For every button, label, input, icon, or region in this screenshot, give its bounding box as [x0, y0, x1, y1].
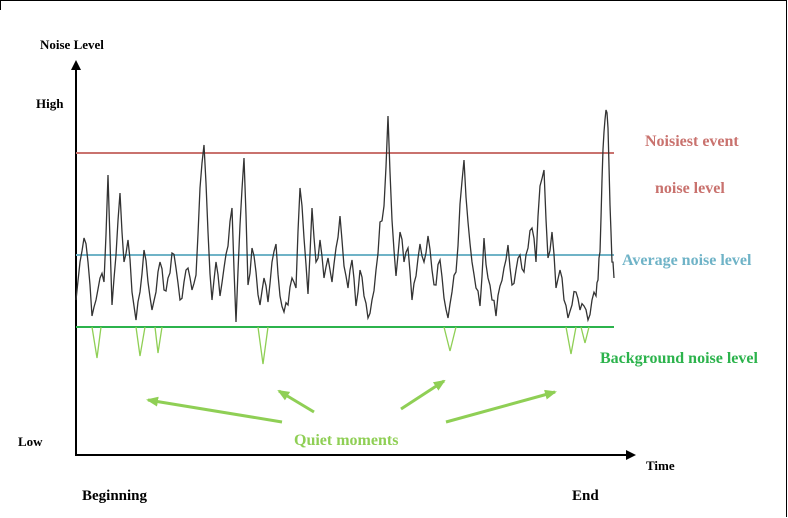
quiet-arrow	[445, 389, 557, 424]
average-noise-label: Average noise level	[622, 252, 752, 269]
noisiest-event-label-line2: noise level	[655, 180, 725, 197]
quiet-arrow	[277, 389, 315, 414]
quiet-dip	[443, 326, 457, 352]
background-noise-label: Background noise level	[600, 350, 759, 367]
y-high-label: High	[36, 96, 64, 111]
noisiest-event-label: Noisiest event	[645, 133, 739, 150]
quiet-dip	[565, 326, 577, 355]
x-start-label: Beginning	[82, 488, 148, 504]
x-end-label: End	[572, 488, 599, 504]
quiet-dip	[580, 326, 590, 344]
y-low-label: Low	[18, 434, 43, 449]
quiet-dip	[154, 326, 163, 354]
x-axis-title: Time	[646, 458, 675, 473]
y-axis-title: Noise Level	[40, 37, 104, 52]
quiet-dip	[257, 326, 269, 365]
quiet-moment-arrows	[146, 379, 557, 424]
frame-left-stub	[0, 0, 1, 10]
quiet-moments-label: Quiet moments	[294, 432, 398, 449]
quiet-arrow	[400, 379, 446, 411]
quiet-dips	[91, 326, 590, 365]
quiet-arrow	[146, 396, 283, 424]
noise-signal	[75, 109, 615, 323]
quiet-dip	[91, 326, 102, 359]
quiet-dip	[135, 326, 146, 357]
